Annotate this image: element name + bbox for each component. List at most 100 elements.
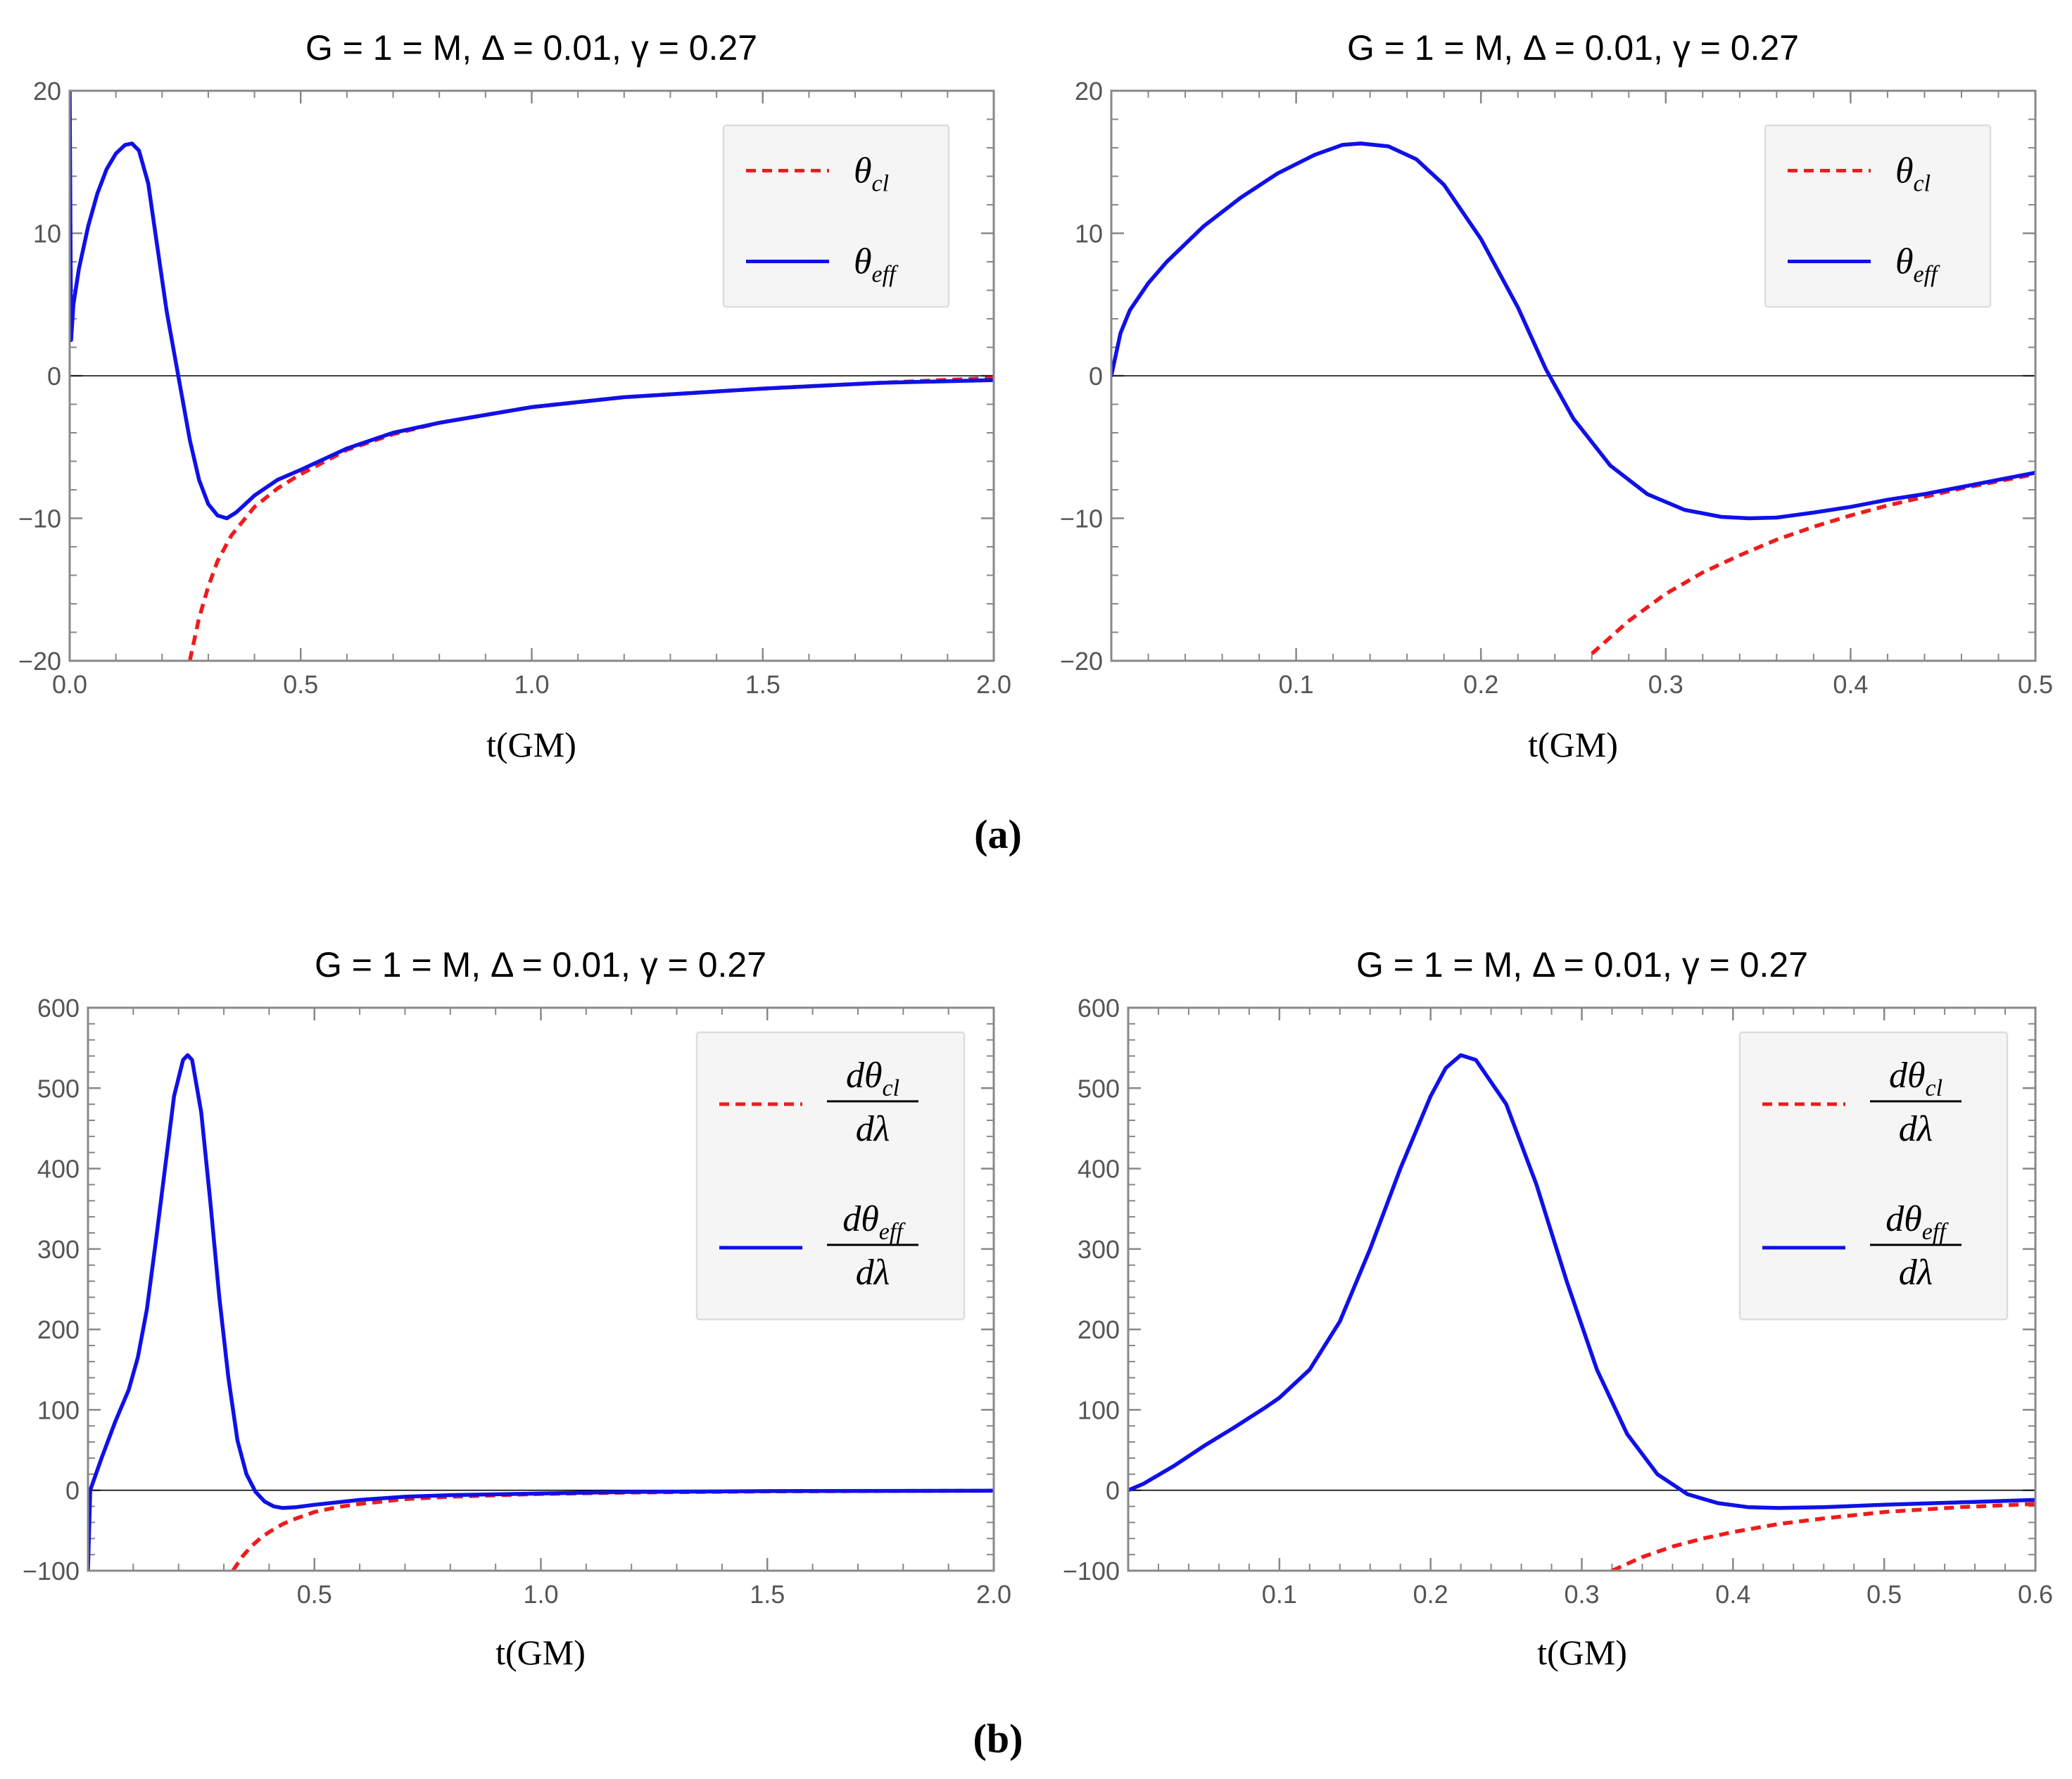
y-tick-label: −20 bbox=[18, 647, 61, 676]
x-tick-label: 0.1 bbox=[1279, 670, 1314, 699]
chart-title: G = 1 = M, Δ = 0.01, γ = 0.27 bbox=[1347, 28, 1799, 68]
x-axis-label: t(GM) bbox=[495, 1633, 586, 1672]
y-tick-label: 300 bbox=[37, 1235, 80, 1264]
series-line-effective bbox=[70, 91, 994, 521]
plot-frame bbox=[68, 89, 995, 662]
legend-label-denominator: dλ bbox=[856, 1109, 890, 1149]
plot-area bbox=[88, 1053, 994, 1571]
x-tick-label: 1.5 bbox=[745, 670, 781, 699]
tick-labels: 0.1 0.2 0.3 0.4 0.5 20 10 0 −10 −20 bbox=[1060, 77, 2053, 699]
legend: θcl θeff bbox=[1764, 124, 1992, 308]
x-tick-label: 0.2 bbox=[1413, 1580, 1448, 1609]
x-tick-label: 0.5 bbox=[2018, 670, 2053, 699]
plot-area bbox=[70, 91, 994, 661]
legend: dθcl dλ dθeff dλ bbox=[695, 1031, 966, 1321]
series-line-effective bbox=[1128, 1053, 2035, 1510]
y-tick-label: 20 bbox=[1075, 77, 1103, 106]
series-line-classical bbox=[1590, 472, 2035, 655]
x-tick-label: 0.5 bbox=[1866, 1580, 1902, 1609]
y-tick-label: 400 bbox=[37, 1155, 80, 1184]
y-tick-label: 500 bbox=[37, 1074, 80, 1103]
y-tick-label: −10 bbox=[1060, 505, 1103, 533]
plot-frame bbox=[1127, 1006, 2037, 1572]
chart-panel-b-right: G = 1 = M, Δ = 0.01, γ = 0.27 0.1 0.2 0.3 0… bbox=[1063, 945, 2053, 1672]
plot-frame bbox=[87, 1006, 995, 1572]
x-axis-label: t(GM) bbox=[1537, 1633, 1627, 1672]
x-tick-label: 0.0 bbox=[52, 670, 87, 699]
legend-label-numerator: dθeff bbox=[1885, 1199, 1949, 1245]
legend-box bbox=[695, 1031, 966, 1321]
series-line-classical bbox=[1611, 1502, 2035, 1571]
chart-panel-a-right: G = 1 = M, Δ = 0.01, γ = 0.27 0.1 0.2 0.3 0… bbox=[1060, 28, 2053, 764]
x-tick-label: 1.0 bbox=[523, 1580, 558, 1609]
y-tick-label: 0 bbox=[1089, 362, 1103, 391]
legend-label-denominator: dλ bbox=[1899, 1109, 1933, 1149]
legend-label-denominator: dλ bbox=[1899, 1253, 1933, 1293]
x-tick-label: 0.5 bbox=[283, 670, 318, 699]
legend-label-numerator: dθcl bbox=[1889, 1056, 1942, 1101]
tick-labels: 0.5 1.0 1.5 2.0 600 500 400 300 200 100 0 −100 bbox=[23, 994, 1011, 1609]
y-tick-label: 200 bbox=[37, 1315, 80, 1344]
x-tick-label: 2.0 bbox=[976, 670, 1011, 699]
y-tick-label: −100 bbox=[1063, 1557, 1120, 1585]
y-tick-label: 300 bbox=[1078, 1235, 1120, 1264]
y-tick-label: 0 bbox=[65, 1476, 80, 1505]
chart-title: G = 1 = M, Δ = 0.01, γ = 0.27 bbox=[305, 28, 757, 68]
chart-title: G = 1 = M, Δ = 0.01, γ = 0.27 bbox=[1356, 945, 1808, 985]
legend-label: θcl bbox=[854, 151, 889, 197]
legend-label-numerator: dθcl bbox=[846, 1056, 899, 1101]
y-tick-label: 600 bbox=[1078, 994, 1120, 1023]
y-tick-label: 400 bbox=[1078, 1155, 1120, 1184]
legend: θcl θeff bbox=[722, 124, 950, 308]
y-tick-label: −20 bbox=[1060, 647, 1103, 676]
series-line-effective bbox=[1111, 141, 2035, 521]
y-tick-label: 600 bbox=[37, 994, 80, 1023]
panel-label-b: (b) bbox=[973, 1716, 1023, 1761]
x-tick-label: 1.5 bbox=[750, 1580, 785, 1609]
y-tick-label: 500 bbox=[1078, 1074, 1120, 1103]
legend-label: θeff bbox=[854, 242, 899, 288]
x-tick-label: 0.2 bbox=[1463, 670, 1498, 699]
tick-labels: 0.1 0.2 0.3 0.4 0.5 0.6 600 500 400 300 200 100 0 −10… bbox=[1063, 994, 2053, 1609]
x-tick-label: 0.4 bbox=[1715, 1580, 1750, 1609]
chart-panel-a-left: G = 1 = M, Δ = 0.01, γ = 0.27 0.0 0.5 1.0 1… bbox=[18, 28, 1011, 764]
chart-title: G = 1 = M, Δ = 0.01, γ = 0.27 bbox=[315, 945, 766, 985]
plot-area bbox=[1128, 1053, 2035, 1571]
legend-label-numerator: dθeff bbox=[842, 1199, 906, 1245]
series-line-effective bbox=[88, 1053, 994, 1571]
legend-label: θcl bbox=[1895, 151, 1931, 197]
legend-label-denominator: dλ bbox=[856, 1253, 890, 1293]
x-axis-label: t(GM) bbox=[1528, 725, 1618, 764]
y-tick-label: 100 bbox=[37, 1395, 80, 1424]
y-tick-label: 0 bbox=[1106, 1476, 1120, 1505]
x-tick-label: 0.3 bbox=[1648, 670, 1684, 699]
panel-label-a: (a) bbox=[974, 811, 1022, 857]
x-axis-label: t(GM) bbox=[486, 725, 576, 764]
y-tick-label: 0 bbox=[47, 362, 61, 391]
plot-frame bbox=[1110, 89, 2037, 662]
legend: dθcl dλ dθeff dλ bbox=[1738, 1031, 2009, 1321]
legend-box bbox=[1764, 124, 1992, 308]
y-tick-label: 20 bbox=[33, 77, 61, 106]
legend-label: θeff bbox=[1895, 242, 1940, 288]
y-tick-label: −100 bbox=[23, 1557, 80, 1585]
series-line-classical bbox=[188, 376, 994, 661]
y-tick-label: 200 bbox=[1078, 1315, 1120, 1344]
chart-panel-b-left: G = 1 = M, Δ = 0.01, γ = 0.27 0.5 1.0 1.5 2… bbox=[23, 945, 1011, 1672]
x-tick-label: 0.5 bbox=[297, 1580, 332, 1609]
y-tick-label: 100 bbox=[1078, 1395, 1120, 1424]
y-tick-label: −10 bbox=[18, 505, 61, 533]
x-tick-label: 1.0 bbox=[514, 670, 549, 699]
legend-box bbox=[1738, 1031, 2009, 1321]
y-tick-label: 10 bbox=[1075, 220, 1103, 248]
x-tick-label: 0.1 bbox=[1262, 1580, 1297, 1609]
x-tick-label: 2.0 bbox=[976, 1580, 1011, 1609]
plot-area bbox=[1111, 141, 2035, 655]
x-tick-label: 0.3 bbox=[1564, 1580, 1599, 1609]
x-tick-label: 0.6 bbox=[2018, 1580, 2053, 1609]
y-tick-label: 10 bbox=[33, 220, 61, 248]
legend-box bbox=[722, 124, 950, 308]
x-tick-label: 0.4 bbox=[1833, 670, 1868, 699]
tick-labels: 0.0 0.5 1.0 1.5 2.0 20 10 0 −10 −20 bbox=[18, 77, 1011, 699]
